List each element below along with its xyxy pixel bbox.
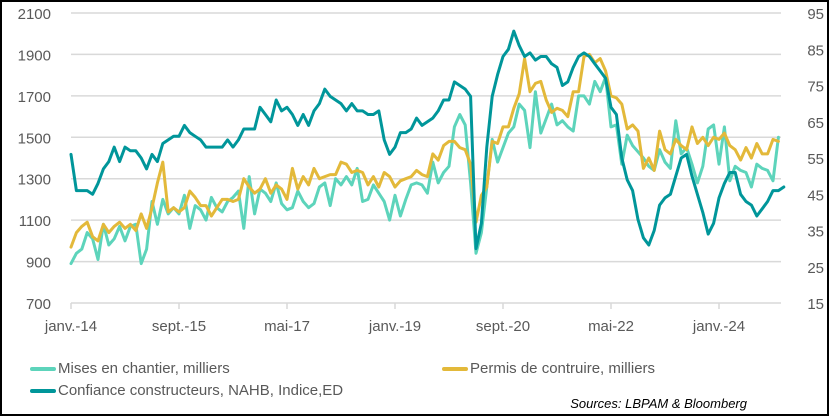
y-right-tick-label: 45 bbox=[807, 187, 824, 204]
y-left-tick-label: 2100 bbox=[18, 6, 51, 23]
legend-swatch-permits bbox=[442, 366, 468, 371]
y-right-tick-label: 85 bbox=[807, 42, 824, 59]
legend-label-permits: Permis de contruire, milliers bbox=[470, 360, 656, 377]
x-tick-label: sept.-20 bbox=[476, 318, 530, 335]
y-right-tick-label: 75 bbox=[807, 79, 824, 96]
tick-labels: 700 900 1100 1300 1500 1700 1900 2100 15 25 35 45 55… bbox=[18, 6, 824, 335]
y-left-tick-label: 1100 bbox=[19, 213, 51, 230]
x-tick-label: janv.-24 bbox=[692, 318, 745, 335]
y-right-tick-label: 35 bbox=[807, 224, 824, 241]
y-left-tick-label: 700 bbox=[26, 296, 51, 313]
series-line-starts bbox=[69, 75, 780, 266]
series-line-permits bbox=[69, 52, 780, 249]
y-right-tick-label: 95 bbox=[807, 6, 824, 23]
legend-swatch-nahb bbox=[30, 388, 56, 393]
x-tick-label: sept.-15 bbox=[152, 318, 206, 335]
source-note: Sources: LBPAM & Bloomberg bbox=[570, 396, 747, 411]
y-left-tick-label: 1900 bbox=[18, 47, 51, 64]
y-left-tick-label: 900 bbox=[26, 255, 51, 272]
y-left-tick-label: 1300 bbox=[18, 172, 51, 189]
x-tick-label: janv.-19 bbox=[368, 318, 421, 335]
line-chart: 700 900 1100 1300 1500 1700 1900 2100 15 25 35 45 55… bbox=[18, 6, 824, 335]
y-left-tick-label: 1500 bbox=[18, 130, 51, 147]
y-right-tick-label: 55 bbox=[807, 151, 824, 168]
axes bbox=[70, 302, 781, 309]
y-right-tick-label: 15 bbox=[807, 296, 824, 313]
series-line-nahb bbox=[69, 29, 786, 251]
x-tick-label: janv.-14 bbox=[44, 318, 97, 335]
legend-item-permits: Permis de contruire, milliers bbox=[442, 360, 655, 377]
x-tick-label: mai-17 bbox=[264, 318, 310, 335]
legend-label-starts: Mises en chantier, milliers bbox=[58, 360, 230, 377]
y-right-tick-label: 65 bbox=[807, 115, 824, 132]
y-left-tick-label: 1700 bbox=[18, 89, 51, 106]
x-tick-label: mai-22 bbox=[588, 318, 634, 335]
legend-item-nahb: Confiance constructeurs, NAHB, Indice,ED bbox=[30, 382, 343, 399]
legend-swatch-starts bbox=[30, 366, 56, 371]
legend-item-starts: Mises en chantier, milliers bbox=[30, 360, 230, 377]
legend-label-nahb: Confiance constructeurs, NAHB, Indice,ED bbox=[58, 382, 344, 399]
series-lines bbox=[69, 29, 786, 266]
y-right-tick-label: 25 bbox=[807, 260, 824, 277]
